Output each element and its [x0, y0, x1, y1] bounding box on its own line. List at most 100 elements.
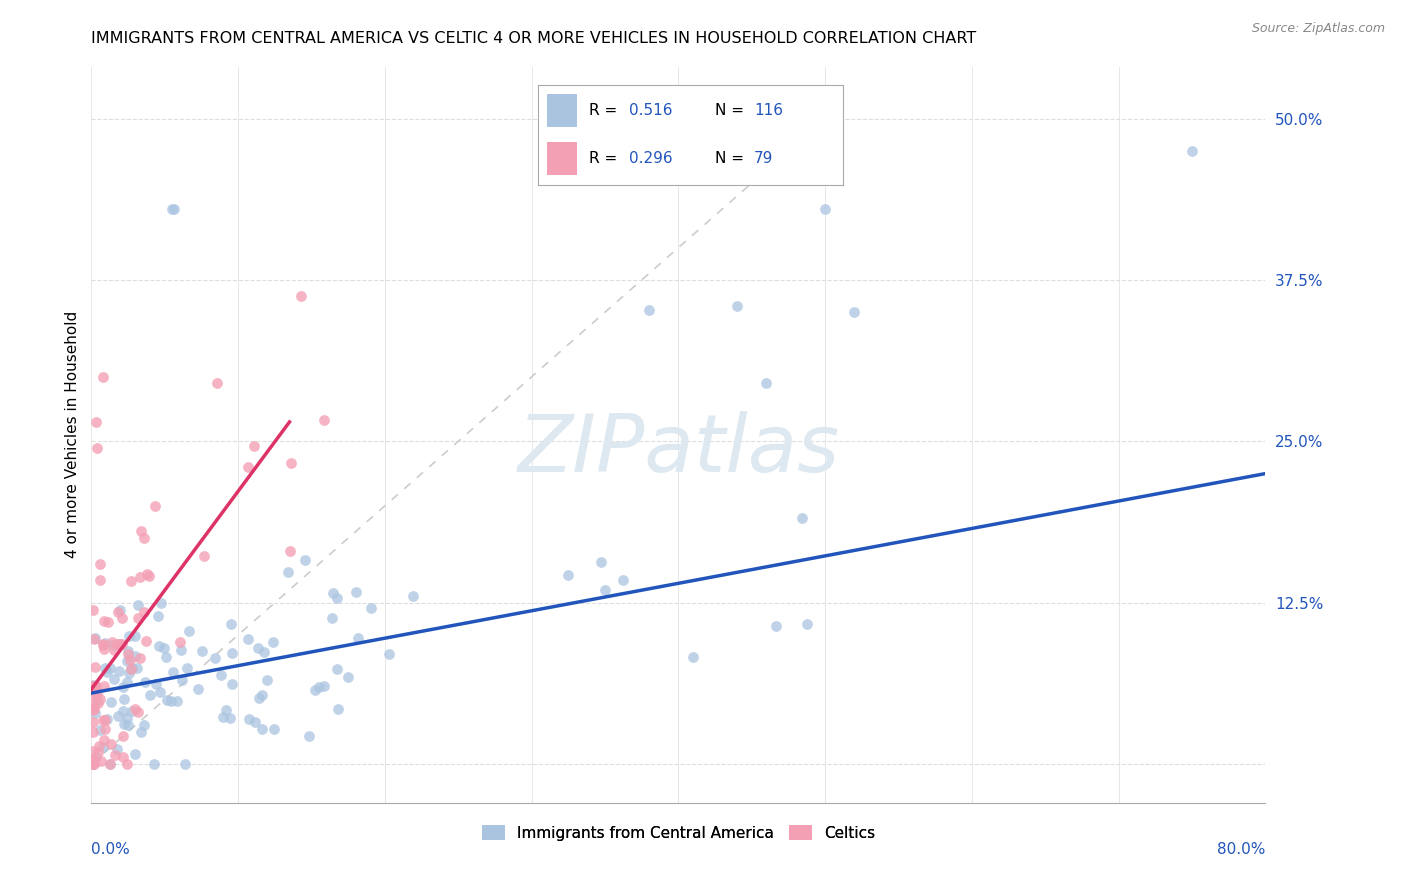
Legend: Immigrants from Central America, Celtics: Immigrants from Central America, Celtics	[475, 819, 882, 847]
Point	[94, 636, 117, 650]
Point	[107, 637, 129, 651]
Point	[111, 611, 134, 625]
Point	[107, 605, 129, 619]
Point	[83, 631, 105, 645]
Point	[103, 643, 125, 657]
Point	[135, 634, 157, 648]
Point	[98, 757, 121, 772]
Point	[107, 664, 129, 678]
Point	[304, 683, 326, 698]
Point	[82, 753, 104, 767]
Point	[1181, 144, 1204, 158]
Point	[322, 586, 344, 600]
Point	[101, 638, 124, 652]
Point	[120, 662, 142, 676]
Point	[326, 591, 349, 606]
Point	[814, 202, 837, 216]
Point	[112, 717, 135, 731]
Point	[253, 645, 276, 659]
Text: 0.0%: 0.0%	[91, 842, 131, 856]
Point	[132, 531, 155, 545]
Point	[169, 635, 191, 649]
Point	[89, 692, 111, 706]
Point	[321, 611, 343, 625]
Point	[89, 723, 111, 737]
Point	[162, 665, 184, 679]
Point	[138, 569, 160, 583]
Point	[243, 439, 266, 453]
Point	[86, 697, 108, 711]
Point	[108, 603, 131, 617]
Point	[205, 376, 228, 390]
Point	[314, 680, 336, 694]
Point	[139, 688, 162, 702]
Point	[82, 757, 104, 772]
Point	[94, 723, 117, 737]
Point	[238, 713, 260, 727]
Point	[125, 660, 148, 674]
Point	[82, 698, 104, 712]
Y-axis label: 4 or more Vehicles in Household: 4 or more Vehicles in Household	[65, 311, 80, 558]
Point	[111, 750, 134, 764]
Text: IMMIGRANTS FROM CENTRAL AMERICA VS CELTIC 4 OR MORE VEHICLES IN HOUSEHOLD CORREL: IMMIGRANTS FROM CENTRAL AMERICA VS CELTI…	[91, 31, 977, 46]
Text: Source: ZipAtlas.com: Source: ZipAtlas.com	[1251, 22, 1385, 36]
Point	[93, 642, 115, 657]
Point	[86, 441, 108, 455]
Point	[112, 729, 135, 743]
Point	[193, 549, 215, 563]
Point	[236, 460, 259, 475]
Point	[91, 740, 114, 755]
Point	[87, 745, 110, 759]
Point	[277, 566, 299, 580]
Point	[245, 715, 267, 730]
Point	[98, 757, 121, 772]
Point	[134, 675, 156, 690]
Point	[219, 616, 242, 631]
Point	[121, 704, 143, 718]
Point	[377, 647, 399, 661]
Point	[82, 714, 104, 729]
Point	[326, 702, 349, 716]
Point	[236, 632, 259, 646]
Point	[278, 544, 301, 558]
Point	[118, 653, 141, 667]
Point	[247, 641, 270, 656]
Point	[153, 640, 176, 655]
Point	[117, 711, 139, 725]
Point	[177, 624, 200, 639]
Point	[96, 713, 118, 727]
Point	[83, 757, 105, 772]
Point	[124, 649, 146, 664]
Point	[112, 692, 135, 706]
Point	[82, 677, 104, 691]
Point	[638, 302, 661, 317]
Point	[187, 682, 209, 697]
Point	[191, 644, 214, 658]
Point	[83, 753, 105, 767]
Point	[84, 706, 107, 720]
Point	[124, 747, 146, 762]
Point	[82, 703, 104, 717]
Point	[115, 757, 138, 772]
Point	[129, 570, 152, 584]
Point	[129, 524, 152, 539]
Point	[132, 605, 155, 619]
Point	[247, 691, 270, 706]
Point	[90, 755, 112, 769]
Point	[280, 456, 302, 470]
Point	[145, 677, 167, 691]
Point	[118, 666, 141, 681]
Point	[149, 685, 172, 699]
Point	[86, 694, 108, 708]
Point	[105, 741, 128, 756]
Point	[100, 695, 122, 709]
Point	[118, 629, 141, 643]
Point	[170, 643, 193, 657]
Point	[89, 557, 111, 571]
Point	[145, 499, 167, 513]
Text: 80.0%: 80.0%	[1218, 842, 1265, 856]
Point	[127, 611, 149, 625]
Point	[136, 566, 159, 581]
Point	[91, 713, 114, 727]
Point	[83, 632, 105, 646]
